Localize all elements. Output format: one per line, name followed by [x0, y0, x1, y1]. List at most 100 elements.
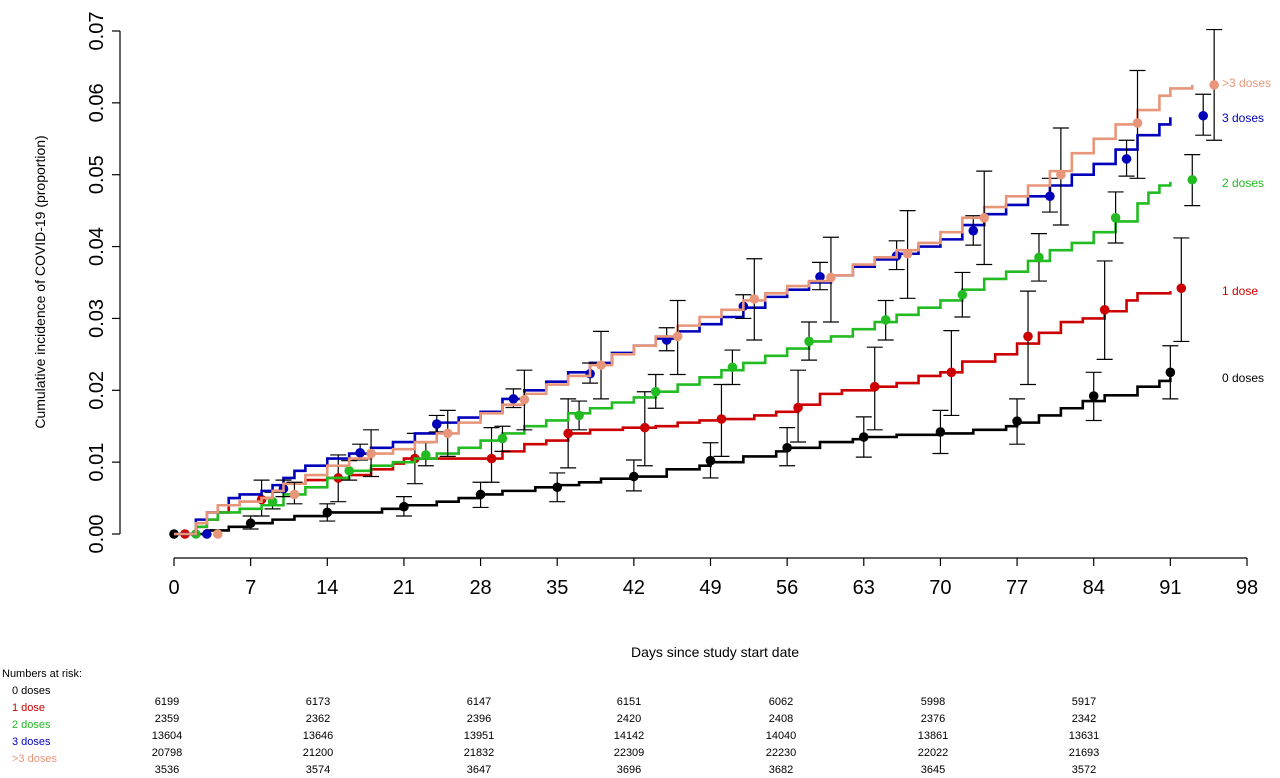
x-tick-label: 63: [853, 577, 875, 599]
data-point: [574, 410, 584, 421]
data-point: [366, 448, 376, 459]
x-tick-label: 14: [316, 577, 338, 599]
data-point: [355, 448, 365, 458]
risk-cell: 21832: [463, 747, 495, 759]
series-curve: [174, 117, 1172, 536]
y-tick-label: 0.01: [86, 443, 108, 482]
risk-cell: 21693: [1068, 747, 1100, 759]
series-curve: [174, 181, 1172, 536]
risk-cell: 20798: [151, 747, 183, 759]
risk-group-label: 1 dose: [12, 702, 46, 714]
risk-cell: 6147: [466, 696, 492, 708]
risk-cell: 14142: [613, 730, 645, 742]
data-point: [1012, 416, 1022, 426]
risk-cell: 3536: [154, 764, 180, 776]
risk-group-label: 2 doses: [12, 719, 51, 731]
numbers-at-risk-title: Numbers at risk:: [2, 668, 83, 680]
data-point: [519, 394, 530, 405]
data-point: [552, 482, 563, 493]
data-point: [1198, 110, 1209, 121]
data-point: [815, 271, 825, 282]
risk-cell: 14040: [765, 730, 797, 742]
risk-cell: 5917: [1071, 696, 1097, 708]
risk-cell: 3682: [768, 764, 794, 776]
series-4: [174, 28, 1223, 539]
data-point: [782, 442, 792, 453]
data-point: [1187, 174, 1198, 185]
risk-group-label: 0 doses: [12, 685, 51, 697]
risk-cell: 3696: [616, 764, 642, 776]
risk-group-label: 3 doses: [12, 736, 51, 748]
data-point: [245, 518, 256, 529]
axes: 0.00 0.01 0.02 0.03 0.04 0.05 0.06 0.07 0 7 14 21 28…: [86, 12, 1258, 599]
numbers-at-risk-table: Numbers at risk: 0 doses 1 dose 2 doses 3 d…: [0, 668, 1280, 776]
risk-cell: 6173: [305, 696, 331, 708]
data-point: [804, 336, 814, 347]
series-3: [174, 93, 1212, 539]
x-tick-label: 49: [699, 577, 721, 599]
x-tick-label: 77: [1006, 577, 1028, 599]
x-tick-label: 84: [1083, 577, 1105, 599]
data-point: [716, 414, 727, 424]
data-point: [1132, 118, 1143, 128]
risk-row: 13604 13646 13951 14142 14040 13861 13631: [0, 730, 1280, 744]
end-labels: 0 doses 1 dose 2 doses 3 doses >3 doses: [1222, 76, 1271, 385]
risk-cell: 6062: [768, 696, 794, 708]
data-point: [902, 248, 913, 259]
data-point: [1056, 169, 1066, 180]
data-point: [399, 501, 409, 512]
data-point: [650, 386, 661, 397]
x-tick-label: 35: [546, 577, 568, 599]
data-point: [202, 529, 212, 539]
risk-cell: 13646: [302, 730, 334, 742]
data-point: [442, 428, 453, 439]
data-point: [212, 529, 223, 539]
series-curve: [174, 84, 1194, 536]
data-point: [826, 272, 836, 283]
series-2: [174, 153, 1201, 539]
series-1: [174, 237, 1190, 539]
data-point: [1099, 305, 1110, 315]
data-point: [1209, 80, 1219, 90]
cumulative-incidence-chart: 0.00 0.01 0.02 0.03 0.04 0.05 0.06 0.07 0 7 14 21 28…: [32, 12, 1271, 660]
data-point: [344, 465, 354, 476]
x-tick-label: 21: [393, 577, 415, 599]
risk-cell: 2359: [154, 713, 180, 725]
risk-cell: 13631: [1068, 730, 1100, 742]
risk-cell: 2420: [616, 713, 642, 725]
series-label: 1 dose: [1222, 284, 1258, 298]
data-point: [968, 225, 979, 236]
y-tick-label: 0.06: [86, 83, 108, 122]
series-label: 0 doses: [1222, 371, 1264, 385]
risk-cell: 21200: [302, 747, 334, 759]
y-tick-label: 0.05: [86, 155, 108, 194]
data-point: [1045, 191, 1055, 202]
series-label: 3 doses: [1222, 111, 1264, 125]
data-point: [508, 394, 519, 404]
risk-cell: 3647: [466, 764, 492, 776]
series-layer: [169, 28, 1223, 539]
data-point: [486, 453, 497, 464]
data-point: [705, 455, 716, 466]
x-tick-label: 0: [168, 577, 179, 599]
x-tick-label: 7: [245, 577, 256, 599]
risk-cell: 2408: [768, 713, 794, 725]
risk-cell: 13604: [151, 730, 183, 742]
data-point: [289, 489, 300, 500]
data-point: [431, 419, 442, 429]
data-point: [1110, 213, 1121, 223]
risk-row: 2359 2362 2396 2420 2408 2376 2342: [0, 713, 1280, 727]
y-tick-label: 0.04: [86, 227, 108, 266]
x-tick-label: 56: [776, 577, 798, 599]
risk-cell: 13861: [917, 730, 949, 742]
data-point: [672, 331, 683, 342]
risk-cell: 2376: [920, 713, 946, 725]
data-point: [322, 507, 333, 518]
x-tick-label: 70: [929, 577, 951, 599]
data-point: [497, 433, 508, 444]
data-point: [421, 450, 431, 460]
data-point: [1023, 331, 1033, 342]
data-point: [946, 367, 957, 378]
data-point: [596, 360, 606, 370]
x-tick-label: 42: [623, 577, 645, 599]
